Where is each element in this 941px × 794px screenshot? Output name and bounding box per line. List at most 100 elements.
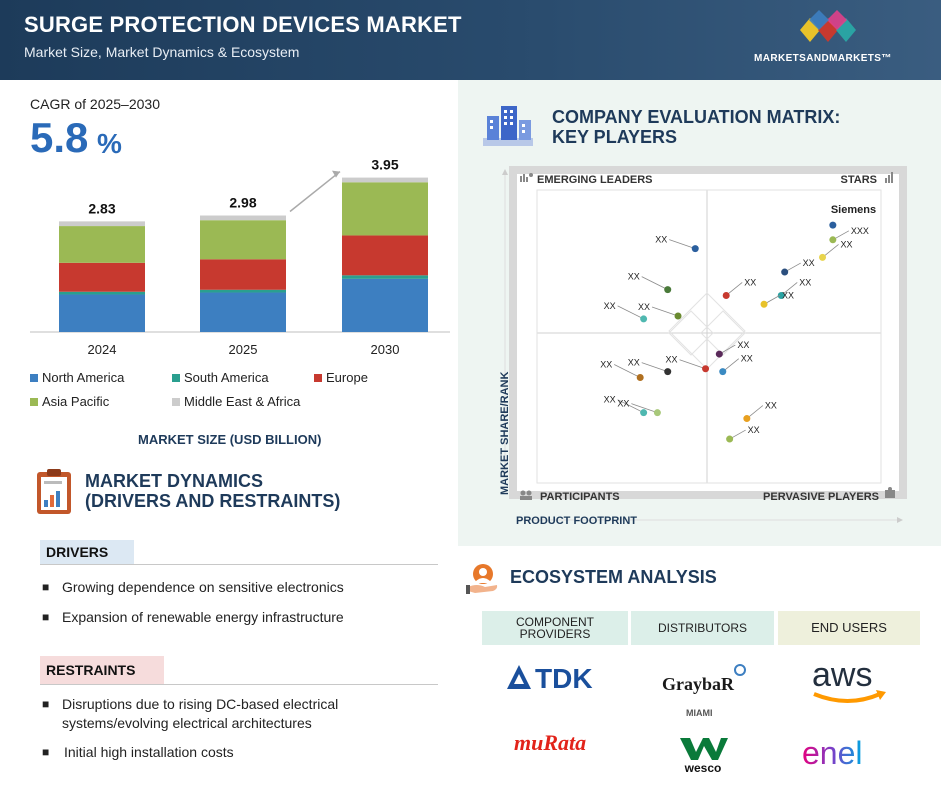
market-dynamics-title-line2: (DRIVERS AND RESTRAINTS) xyxy=(85,491,341,511)
point-leader-line xyxy=(679,359,706,370)
legend-label: Middle East & Africa xyxy=(184,394,301,409)
point-leader-line xyxy=(641,276,668,290)
x-axis-arrow-icon xyxy=(897,517,903,523)
company-label: XX xyxy=(748,425,760,435)
bar-segment-north-america xyxy=(59,294,145,332)
company-point xyxy=(829,221,837,229)
evaluation-matrix-title: COMPANY EVALUATION MATRIX: KEY PLAYERS xyxy=(552,107,840,147)
company-point xyxy=(664,368,672,376)
company-label: XXX xyxy=(851,226,869,236)
ecosystem-header-component-providers: COMPONENT PROVIDERS xyxy=(482,611,628,645)
cagr-label: CAGR of 2025–2030 xyxy=(30,96,160,112)
bar-total-label: 3.95 xyxy=(371,157,398,173)
aws-logo: aws xyxy=(800,654,900,708)
bar-segment-europe xyxy=(342,235,428,276)
ecosystem-header-end-users: END USERS xyxy=(778,611,920,645)
stars-icon xyxy=(885,172,893,183)
x-tick-label: 2024 xyxy=(88,342,117,357)
bar-total-label: 2.83 xyxy=(88,200,115,216)
bullet-icon: ■ xyxy=(42,697,50,711)
graybar-logo-text: GraybaR xyxy=(662,674,735,694)
x-axis-label: PRODUCT FOOTPRINT xyxy=(516,515,637,527)
bar-segment-south-america xyxy=(200,289,286,293)
company-label: XX xyxy=(638,302,650,312)
x-tick-label: 2030 xyxy=(371,342,400,357)
company-label: XX xyxy=(617,399,629,409)
bar-total-label: 2.98 xyxy=(229,195,256,211)
evaluation-title-line2: KEY PLAYERS xyxy=(552,127,678,147)
company-label: XX xyxy=(666,355,678,365)
point-leader-line xyxy=(641,362,668,373)
market-dynamics-title-line1: MARKET DYNAMICS xyxy=(85,471,263,491)
ecosystem-header-distributors: DISTRIBUTORS xyxy=(631,611,774,645)
bar-segment-middle-east-africa xyxy=(59,221,145,227)
y-axis-label: MARKET SHARE/RANK xyxy=(499,372,511,496)
ecosystem-title: ECOSYSTEM ANALYSIS xyxy=(510,567,717,587)
growth-arrow-line xyxy=(289,171,341,213)
company-label: XX xyxy=(765,401,777,411)
murata-logo: muRata xyxy=(512,728,612,758)
point-leader-line xyxy=(669,239,696,249)
restraints-divider xyxy=(40,684,438,685)
company-label: XX xyxy=(628,272,640,282)
tdk-logo-text: TDK xyxy=(535,663,593,694)
company-label: XX xyxy=(737,340,749,350)
company-label: XX xyxy=(655,235,667,245)
company-point xyxy=(777,291,785,299)
tdk-logo: TDK xyxy=(505,660,620,694)
company-point xyxy=(722,291,730,299)
bar-segment-north-america xyxy=(342,278,428,332)
drivers-heading: DRIVERS xyxy=(40,540,134,564)
point-leader-line xyxy=(651,306,679,317)
legend-item-asia-pacific: Asia Pacific xyxy=(30,394,109,409)
legend-item-europe: Europe xyxy=(314,370,368,385)
legend-swatch xyxy=(30,397,38,406)
company-label: XX xyxy=(628,358,640,368)
company-label: XX xyxy=(803,258,815,268)
driver-item: ■ Growing dependence on sensitive electr… xyxy=(42,578,442,598)
company-point xyxy=(726,435,734,443)
legend-item-middle-east-africa: Middle East & Africa xyxy=(172,394,300,409)
chart-x-axis-label: MARKET SIZE (USD BILLION) xyxy=(138,432,322,447)
company-label: XX xyxy=(782,290,794,300)
company-point xyxy=(691,245,699,253)
restraint-item: ■ Disruptions due to rising DC-based ele… xyxy=(42,695,442,735)
evaluation-title-line1: COMPANY EVALUATION MATRIX: xyxy=(552,107,841,127)
header-banner xyxy=(0,0,941,80)
legend-label: North America xyxy=(42,370,125,385)
company-label: XX xyxy=(744,277,756,287)
participants-icon xyxy=(520,490,532,500)
pervasive-players-icon xyxy=(885,487,895,498)
person-hand-icon xyxy=(466,564,498,594)
driver-text: Expansion of renewable energy infrastruc… xyxy=(62,609,344,625)
company-point xyxy=(715,350,723,358)
legend-label: Asia Pacific xyxy=(42,394,110,409)
bar-segment-asia-pacific xyxy=(342,182,428,236)
company-label: XX xyxy=(841,239,853,249)
quadrant-label-stars: STARS xyxy=(841,174,877,186)
legend-swatch xyxy=(172,373,180,382)
point-leader-line xyxy=(631,403,658,414)
company-point xyxy=(664,286,672,294)
company-point xyxy=(653,409,661,417)
bar-segment-europe xyxy=(200,259,286,290)
legend-swatch xyxy=(314,373,322,382)
company-label: XX xyxy=(799,277,811,287)
drivers-divider xyxy=(40,564,438,565)
company-point xyxy=(781,268,789,276)
graybar-logo: GraybaR xyxy=(660,664,755,698)
bar-segment-south-america xyxy=(59,291,145,295)
bullet-icon: ■ xyxy=(42,745,50,759)
bar-segment-middle-east-africa xyxy=(342,177,428,183)
page-subtitle: Market Size, Market Dynamics & Ecosystem xyxy=(24,44,300,60)
company-point xyxy=(760,300,768,308)
company-label: XX xyxy=(600,360,612,370)
brand-name: MARKETSANDMARKETS™ xyxy=(754,53,892,64)
enel-logo-icon: enel xyxy=(802,735,863,771)
page-title: SURGE PROTECTION DEVICES MARKET xyxy=(24,12,462,37)
miami-logo-text: MIAMI xyxy=(686,708,713,718)
legend-item-north-america: North America xyxy=(30,370,124,385)
company-label: XX xyxy=(741,354,753,364)
legend-item-south-america: South America xyxy=(172,370,269,385)
company-label: XX xyxy=(604,301,616,311)
